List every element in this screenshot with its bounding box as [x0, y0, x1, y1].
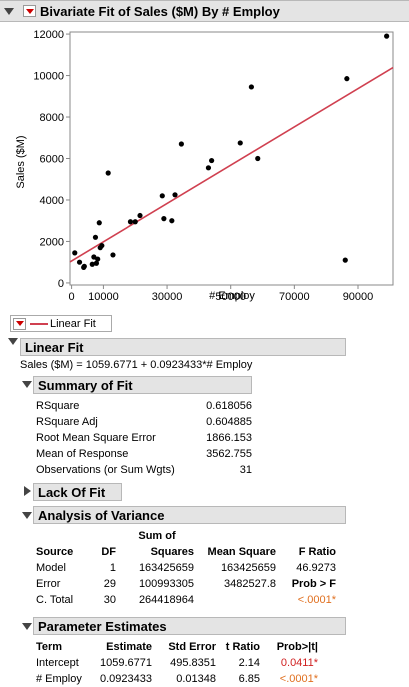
data-point[interactable] — [110, 252, 116, 258]
table-row: C. Total 30 264418964 <.0001* — [36, 594, 336, 606]
data-point[interactable] — [248, 84, 254, 90]
data-point[interactable] — [96, 220, 102, 226]
legend-label: Linear Fit — [50, 317, 96, 330]
data-point[interactable] — [93, 260, 100, 266]
data-point[interactable] — [105, 170, 111, 176]
anova-header[interactable]: Analysis of Variance — [33, 506, 346, 524]
data-point[interactable] — [72, 250, 78, 256]
data-point[interactable] — [342, 257, 348, 263]
report-title-bar[interactable]: Bivariate Fit of Sales ($M) By # Employ — [0, 0, 409, 22]
table-row: Mean of Response 3562.755 — [36, 448, 252, 460]
data-point[interactable] — [159, 193, 165, 199]
bivariate-plot[interactable]: Sales ($M) # Employ 0 2000 4000 6000 8000 100… — [0, 22, 409, 307]
report-title: Bivariate Fit of Sales ($M) By # Employ — [40, 3, 280, 19]
params-header-row: Term Estimate Std Error t Ratio Prob>|t| — [36, 641, 318, 653]
red-triangle-menu-icon[interactable] — [23, 5, 36, 17]
data-point[interactable] — [172, 192, 178, 198]
params-toggle-icon[interactable] — [22, 623, 32, 630]
data-point[interactable] — [132, 219, 138, 225]
params-table: Term Estimate Std Error t Ratio Prob>|t|… — [34, 639, 320, 687]
disclosure-icon[interactable] — [4, 7, 14, 15]
table-row: Error 29 100993305 3482527.8 Prob > F — [36, 578, 336, 590]
y-tick-label: 2000 — [40, 236, 64, 248]
data-point[interactable] — [95, 256, 101, 262]
x-tick-label: 70000 — [279, 291, 310, 303]
y-tick-label: 8000 — [40, 112, 64, 124]
y-tick-label: 12000 — [33, 29, 64, 41]
table-row: Observations (or Sum Wgts) 31 — [36, 464, 252, 476]
anova-toggle-icon[interactable] — [22, 512, 32, 519]
y-axis-label: Sales ($M) — [15, 135, 27, 188]
y-tick-label: 10000 — [33, 71, 64, 83]
y-tick-label: 6000 — [40, 154, 64, 166]
anova-header-row: Source DF Squares Mean Square F Ratio — [36, 546, 336, 558]
table-row: RSquare Adj 0.604885 — [36, 416, 252, 428]
data-point[interactable] — [237, 140, 243, 146]
linear-fit-toggle-icon[interactable] — [8, 338, 18, 345]
lack-of-fit-expand-icon[interactable] — [24, 486, 31, 496]
data-point[interactable] — [81, 264, 87, 270]
data-point[interactable] — [127, 219, 134, 225]
legend-line-icon — [30, 322, 48, 325]
fit-line[interactable] — [69, 66, 394, 263]
data-point[interactable] — [209, 157, 215, 164]
data-point[interactable] — [92, 234, 99, 240]
data-point[interactable] — [89, 261, 95, 267]
table-row: Intercept 1059.6771 495.8351 2.14 0.0411* — [36, 657, 318, 669]
data-point[interactable] — [344, 76, 350, 82]
data-point[interactable] — [169, 218, 175, 224]
summary-table: RSquare 0.618056 RSquare Adj 0.604885 Root… — [34, 398, 254, 478]
x-tick-label: 30000 — [152, 291, 183, 303]
data-point[interactable] — [91, 254, 97, 260]
table-row: RSquare 0.618056 — [36, 400, 252, 412]
data-point[interactable] — [384, 33, 390, 39]
summary-header[interactable]: Summary of Fit — [33, 376, 252, 394]
x-tick-label: 50000 — [215, 291, 246, 303]
x-axis-label: # Employ — [209, 290, 255, 302]
table-row: # Employ 0.0923433 0.01348 6.85 <.0001* — [36, 673, 318, 685]
lack-of-fit-header[interactable]: Lack Of Fit — [33, 483, 122, 501]
data-point[interactable] — [76, 259, 83, 265]
anova-table: Sum of Source DF Squares Mean Square F Rat… — [36, 530, 336, 606]
params-header[interactable]: Parameter Estimates — [33, 617, 346, 635]
data-point[interactable] — [161, 216, 167, 222]
y-tick-label: 4000 — [40, 195, 64, 207]
x-tick-label: 10000 — [88, 291, 119, 303]
x-tick-label: 0 — [69, 291, 75, 303]
data-point[interactable] — [178, 141, 184, 147]
x-tick-label: 90000 — [343, 291, 374, 303]
data-point[interactable] — [137, 212, 143, 219]
linear-fit-header[interactable]: Linear Fit — [20, 338, 346, 356]
table-row: Root Mean Square Error 1866.153 — [36, 432, 252, 444]
legend-menu-icon[interactable] — [13, 317, 26, 330]
fit-equation: Sales ($M) = 1059.6771 + 0.0923433*# Emp… — [20, 359, 253, 371]
table-row: Model 1 163425659 163425659 46.9273 — [36, 562, 336, 574]
data-point[interactable] — [255, 155, 261, 162]
legend-box[interactable]: Linear Fit — [10, 315, 112, 332]
plot-frame — [69, 31, 394, 286]
y-tick-label: 0 — [58, 278, 64, 290]
data-point[interactable] — [99, 242, 105, 249]
summary-toggle-icon[interactable] — [22, 381, 32, 388]
data-point[interactable] — [205, 165, 212, 171]
